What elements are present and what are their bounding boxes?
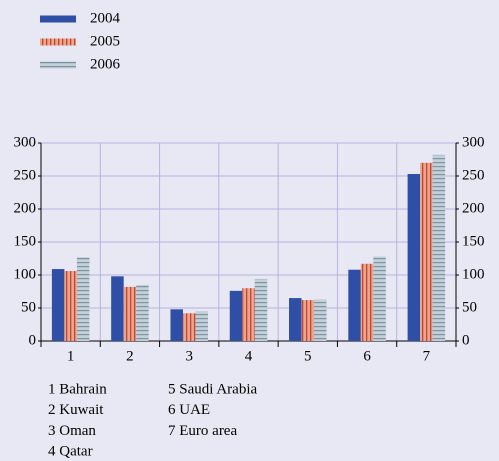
y2-tick-label: 150	[462, 233, 485, 249]
bar	[64, 271, 77, 341]
legend-swatch	[40, 61, 76, 69]
x-tick-label: 5	[304, 348, 312, 364]
x-tick-label: 3	[185, 348, 193, 364]
x-tick-label: 2	[126, 348, 134, 364]
x-tick-label: 1	[67, 348, 75, 364]
bar	[373, 256, 386, 341]
bar	[123, 286, 137, 341]
y2-tick-label: 300	[462, 134, 485, 150]
bar	[254, 278, 268, 341]
bar	[314, 299, 327, 341]
bar	[170, 309, 183, 341]
y-tick-label: 250	[14, 167, 37, 183]
y-tick-label: 200	[14, 200, 37, 216]
y2-tick-label: 50	[462, 299, 477, 315]
x-tick-label: 7	[423, 348, 431, 364]
bar	[348, 269, 361, 341]
bar	[182, 313, 196, 341]
note: 5 Saudi Arabia	[168, 381, 257, 397]
y2-tick-label: 0	[462, 332, 470, 348]
y-tick-label: 0	[29, 332, 37, 348]
bar	[51, 269, 65, 341]
y2-tick-label: 100	[462, 266, 485, 282]
y2-tick-label: 250	[462, 167, 485, 183]
note: 1 Bahrain	[48, 381, 107, 397]
bar	[407, 174, 421, 341]
bar	[420, 162, 433, 341]
y-tick-label: 100	[14, 266, 37, 282]
bar	[289, 298, 302, 341]
bar	[242, 288, 255, 341]
legend-swatch	[40, 38, 76, 46]
y-tick-label: 150	[14, 233, 37, 249]
y-tick-label: 300	[14, 134, 37, 150]
bar	[195, 311, 208, 341]
bar	[136, 284, 149, 341]
note: 4 Qatar	[48, 444, 93, 460]
bar	[360, 263, 374, 341]
legend-label: 2004	[90, 10, 121, 26]
legend-label: 2005	[90, 33, 120, 49]
note: 6 UAE	[168, 402, 210, 418]
note: 3 Oman	[48, 423, 96, 439]
y-tick-label: 50	[21, 299, 36, 315]
x-tick-label: 4	[245, 348, 253, 364]
bar	[301, 300, 315, 341]
legend-label: 2006	[90, 56, 121, 72]
note: 2 Kuwait	[48, 402, 104, 418]
bar	[76, 257, 90, 341]
y2-tick-label: 200	[462, 200, 485, 216]
bar	[111, 276, 124, 341]
x-tick-label: 6	[363, 348, 371, 364]
note: 7 Euro area	[168, 423, 237, 439]
bar	[432, 154, 446, 341]
bar	[229, 290, 243, 341]
legend-swatch	[40, 15, 76, 23]
